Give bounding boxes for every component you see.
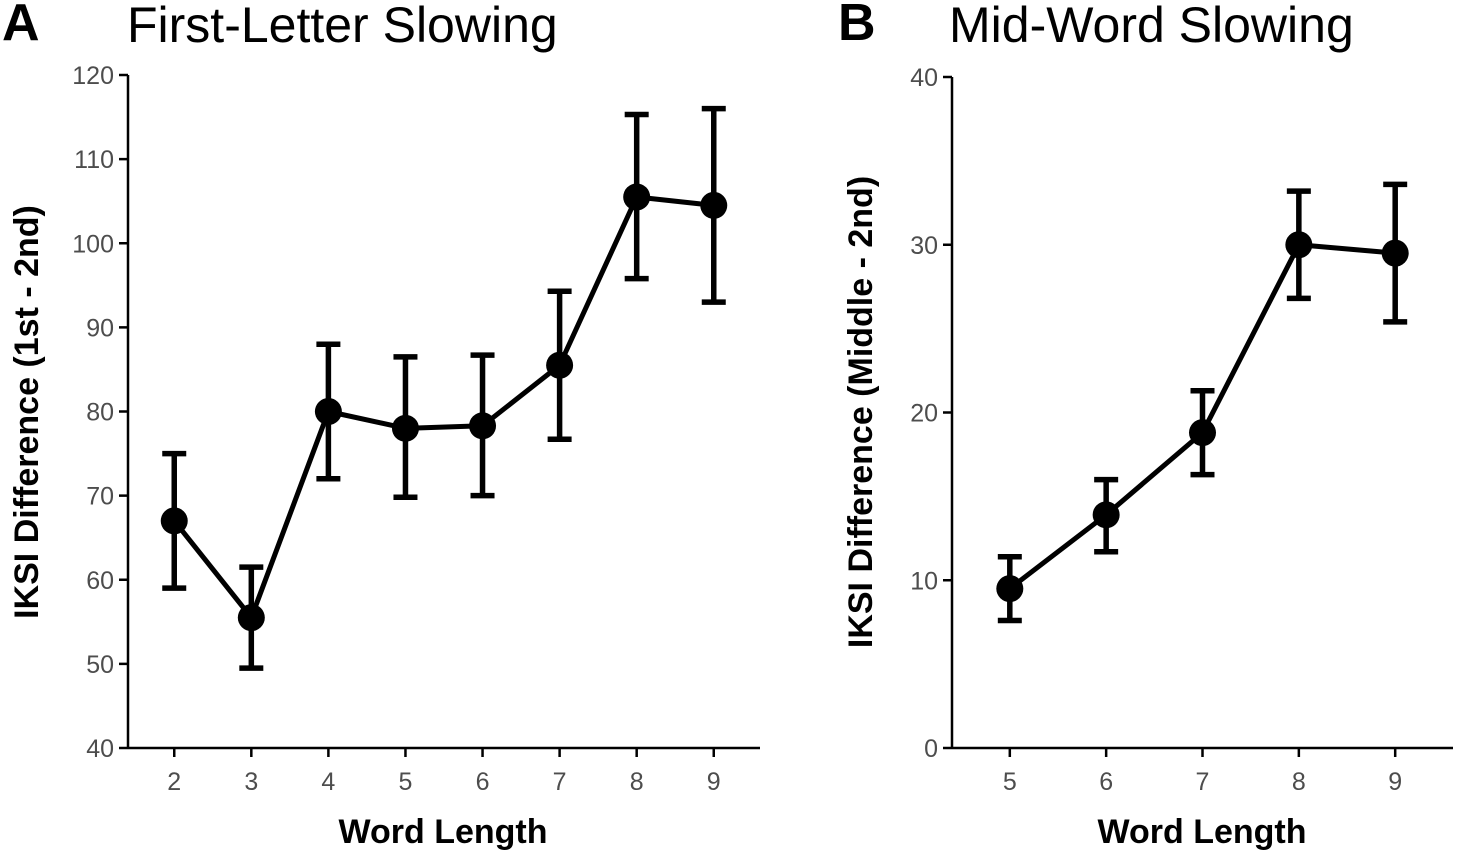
panel-a-series-line (172, 194, 715, 621)
panel-b-x-tick-label: 5 (1003, 768, 1017, 796)
panel-b-y-tick-label: 10 (910, 567, 938, 595)
panel-b-x-tick-label: 7 (1196, 768, 1210, 796)
panel-a-y-axis-label: IKSI Difference (1st - 2nd) (8, 205, 46, 619)
panel-b-chart: B Mid-Word Slowing 0 10 20 30 40 5 6 7 8 9 Word L… (838, 0, 1453, 851)
panel-b-x-tick-label: 8 (1292, 768, 1306, 796)
panel-a-data-point (160, 507, 188, 535)
panel-b-y-tick-label: 20 (910, 400, 938, 428)
panel-a-y-tick-label: 110 (74, 146, 114, 174)
panel-a-x-tick-label: 6 (476, 768, 490, 796)
panel-b-data-point (1092, 501, 1120, 529)
panel-a-x-tick-label: 9 (707, 768, 721, 796)
panel-a-axes: 40 50 60 70 80 90 100 110 120 2 3 4 5 6 7 8 9 (72, 62, 760, 796)
panel-a-data-point (237, 604, 265, 632)
panel-b-data-point (1189, 419, 1216, 447)
panel-b-y-tick-label: 30 (910, 232, 938, 260)
panel-b-x-axis-label: Word Length (1098, 813, 1307, 851)
panel-a-letter: A (2, 0, 40, 52)
panel-b-x-tick-label: 9 (1388, 768, 1402, 796)
panel-a-data-point (314, 398, 342, 425)
panel-a-x-tick-label: 3 (244, 768, 258, 796)
panel-a-y-tick-label: 90 (86, 314, 114, 342)
panel-a-data-point (391, 414, 419, 442)
panel-b-y-tick-label: 0 (924, 735, 938, 763)
panel-a-y-tick-label: 70 (86, 483, 114, 511)
panel-a-x-tick-label: 7 (553, 768, 567, 796)
panel-a-y-tick-label: 120 (72, 62, 114, 90)
panel-b-axes: 0 10 20 30 40 5 6 7 8 9 (910, 64, 1453, 796)
panel-a-data-point (623, 183, 651, 211)
panel-b-x-tick-label: 6 (1099, 768, 1113, 796)
panel-a-marks (160, 105, 728, 671)
panel-a-data-point (546, 351, 574, 379)
panel-a-chart: A First-Letter Slowing 40 50 60 70 80 90 100 11… (2, 0, 760, 851)
panel-a-data-point (469, 412, 497, 440)
panel-a-y-tick-label: 100 (72, 230, 114, 258)
panel-a-y-tick-label: 50 (86, 651, 114, 679)
panel-a-title: First-Letter Slowing (127, 0, 558, 53)
panel-a-x-tick-label: 4 (321, 768, 335, 796)
panel-b-data-point (996, 575, 1024, 603)
panel-b-letter: B (838, 0, 876, 52)
panel-a-x-tick-label: 2 (167, 768, 181, 796)
panel-a-x-tick-label: 5 (399, 768, 413, 796)
panel-a-data-point (700, 191, 728, 219)
panel-a-y-tick-label: 40 (86, 735, 114, 763)
panel-a-y-tick-label: 60 (86, 567, 114, 595)
panel-a-x-tick-label: 8 (630, 768, 644, 796)
panel-a-y-tick-label: 80 (86, 399, 114, 427)
panel-b-data-point (1381, 239, 1409, 267)
panel-b-y-axis-label: IKSI Difference (Middle - 2nd) (842, 176, 880, 648)
panel-b-y-tick-label: 40 (910, 64, 938, 92)
panel-b-data-point (1285, 231, 1313, 259)
panel-a-x-axis-label: Word Length (339, 813, 548, 851)
panel-b-marks (996, 181, 1409, 624)
panel-b-title: Mid-Word Slowing (949, 0, 1354, 53)
